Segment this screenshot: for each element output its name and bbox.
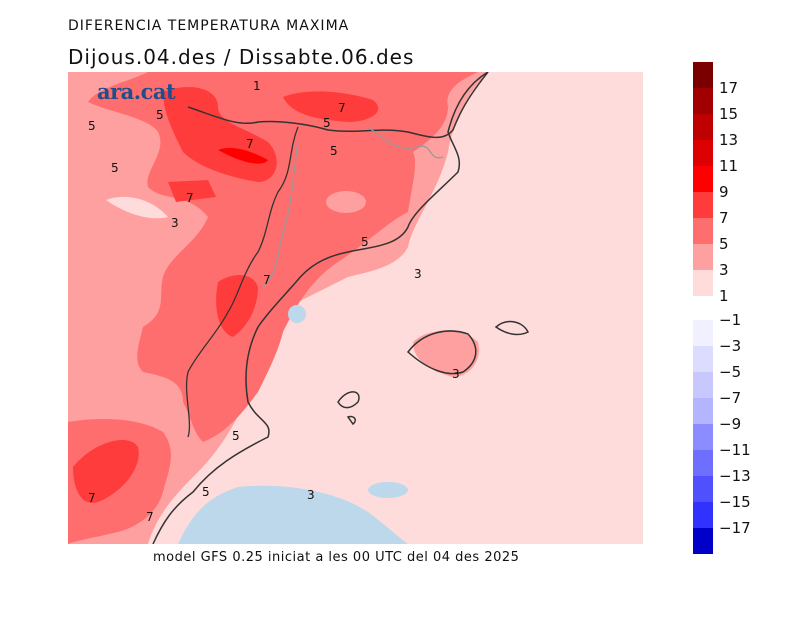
border-aragon (185, 126, 299, 438)
contour-label: 3 (307, 488, 315, 502)
field-5-7 (68, 72, 478, 442)
contour-label: 5 (202, 485, 210, 499)
legend-tick-label: −11 (719, 441, 751, 459)
legend-tick-label: −9 (719, 415, 742, 433)
legend-tick-label: −7 (719, 389, 742, 407)
legend-swatch (693, 398, 713, 424)
legend-swatch (693, 244, 713, 270)
legend-swatch (693, 88, 713, 114)
legend-tick-label: −1 (719, 311, 742, 329)
legend-swatch (693, 424, 713, 450)
legend-swatch (693, 140, 713, 166)
legend-tick-label: 17 (719, 79, 739, 97)
legend-swatch (693, 372, 713, 398)
field-7-9-southwest (73, 439, 139, 503)
contour-label: 7 (263, 273, 271, 287)
map-subtitle: Dijous.04.des / Dissabte.06.des (68, 45, 415, 69)
contour-label: 3 (414, 267, 422, 281)
field-7-9-ebro (216, 275, 258, 337)
legend-tick-label: 9 (719, 183, 729, 201)
contour-label: 5 (330, 144, 338, 158)
legend-tick-label: −13 (719, 467, 751, 485)
mallorca-coast (406, 330, 477, 375)
map-title: DIFERENCIA TEMPERATURA MAXIMA (68, 18, 350, 34)
field-7-9-pyrenees (283, 91, 379, 122)
legend-swatch (693, 218, 713, 244)
legend-swatch (693, 476, 713, 502)
contour-label: 5 (361, 235, 369, 249)
contour-label: 3 (171, 216, 179, 230)
contour-label: 5 (88, 119, 96, 133)
contour-label: 5 (232, 429, 240, 443)
negative-field-sea (178, 485, 408, 544)
legend-tick-label: 5 (719, 235, 729, 253)
contour-label: 3 (452, 367, 460, 381)
legend-swatch (693, 502, 713, 528)
legend-tick-label: −17 (719, 519, 751, 537)
contour-label: 1 (253, 79, 261, 93)
legend-tick-label: 13 (719, 131, 739, 149)
contour-label: 5 (156, 108, 164, 122)
legend-swatch (693, 450, 713, 476)
field-9-11 (218, 147, 268, 164)
legend-swatch (693, 192, 713, 218)
contour-label: 7 (186, 191, 194, 205)
field-7-9-west (168, 180, 216, 202)
coastline (152, 72, 489, 544)
legend-swatch (693, 346, 713, 372)
legend-swatch (693, 320, 713, 346)
legend-tick-label: 7 (719, 209, 729, 227)
model-info-footer: model GFS 0.25 iniciat a les 00 UTC del … (153, 550, 520, 565)
legend-swatch (693, 166, 713, 192)
negative-field-delta (288, 305, 306, 323)
legend-tick-label: 3 (719, 261, 729, 279)
legend-tick-label: −3 (719, 337, 742, 355)
mallorca-field (413, 330, 479, 377)
border-france (187, 72, 489, 139)
legend-swatch (693, 114, 713, 140)
menorca-coast (494, 320, 530, 336)
contour-label: 5 (111, 161, 119, 175)
contour-label: 5 (323, 116, 331, 130)
legend-swatch (693, 270, 713, 296)
legend-tick-label: 11 (719, 157, 739, 175)
field-1-3-spot (106, 196, 168, 219)
legend-tick-label: 15 (719, 105, 739, 123)
legend-tick-label: 1 (719, 287, 729, 305)
border-catalonia (262, 126, 444, 288)
ara-cat-logo: ara.cat (97, 79, 176, 104)
legend-swatch (693, 528, 713, 554)
negative-field-spot (368, 482, 408, 498)
contour-label: 7 (246, 137, 254, 151)
legend-tick-label: −5 (719, 363, 742, 381)
contour-label: 7 (88, 491, 96, 505)
field-3-5-spot (326, 191, 366, 213)
contour-label: 7 (338, 101, 346, 115)
legend-swatch (693, 62, 713, 88)
ibiza-coast (337, 391, 360, 426)
contour-label: 7 (146, 510, 154, 524)
legend-tick-label: −15 (719, 493, 751, 511)
